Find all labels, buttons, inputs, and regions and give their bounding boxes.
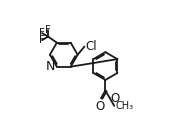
Text: F: F xyxy=(39,35,45,45)
Text: Cl: Cl xyxy=(85,40,97,53)
Text: O: O xyxy=(96,100,105,113)
Text: O: O xyxy=(110,92,119,105)
Text: F: F xyxy=(39,28,45,38)
Text: F: F xyxy=(45,25,51,35)
Text: CH₃: CH₃ xyxy=(115,101,133,111)
Text: N: N xyxy=(46,61,55,73)
